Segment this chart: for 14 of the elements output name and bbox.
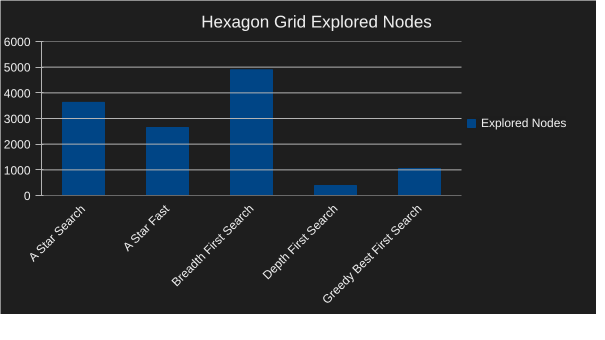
chart-title: Hexagon Grid Explored Nodes <box>201 12 432 32</box>
y-tick-label: 5000 <box>4 60 31 75</box>
legend-label: Explored Nodes <box>481 116 566 130</box>
y-tick-label: 1000 <box>4 163 31 178</box>
bar <box>230 69 273 196</box>
y-tick-label: 6000 <box>4 35 31 49</box>
bar <box>314 184 357 196</box>
bar <box>398 168 441 196</box>
bar <box>146 126 189 196</box>
y-tick-label: 4000 <box>4 86 31 100</box>
y-tick-label: 0 <box>24 189 31 203</box>
bar <box>62 102 105 196</box>
y-tick-label: 2000 <box>4 138 31 152</box>
y-tick-label: 3000 <box>4 112 31 126</box>
